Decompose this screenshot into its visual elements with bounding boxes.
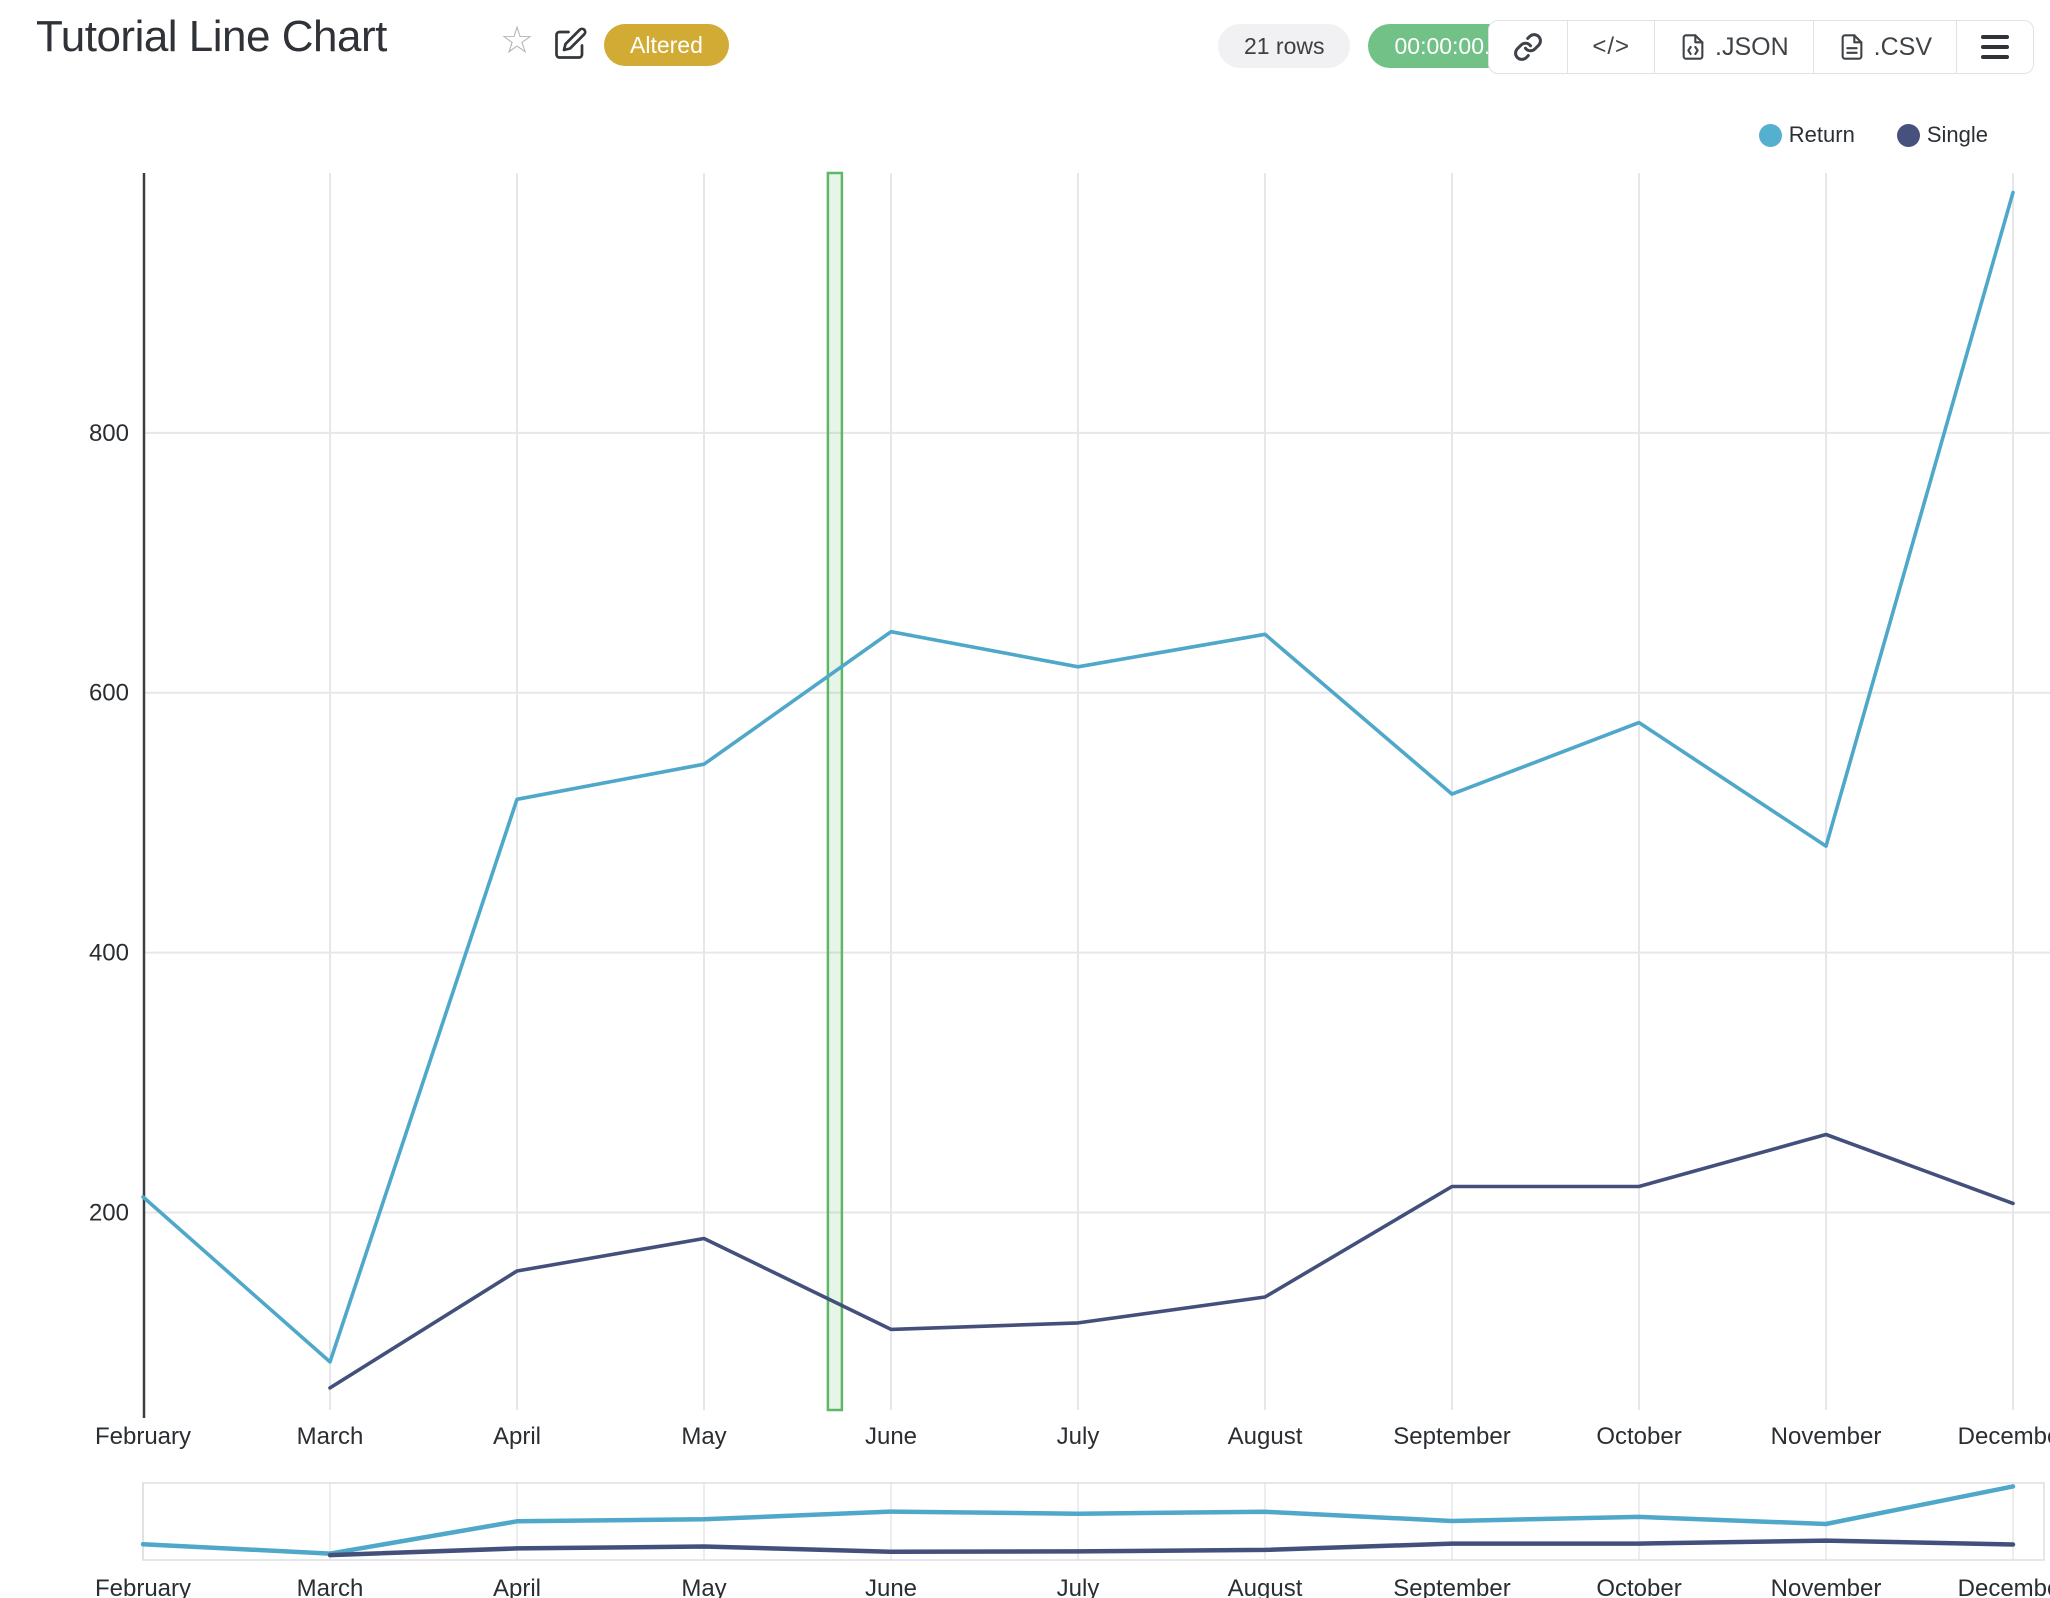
csv-file-icon [1841, 34, 1863, 60]
x-tick-label: July [1057, 1423, 1100, 1450]
y-tick-label: 600 [89, 680, 129, 707]
single-series-dot [1896, 123, 1920, 147]
header: Tutorial Line Chart ☆ Altered 21 rows 00… [0, 0, 2050, 92]
x-tick-label: April [493, 1423, 541, 1450]
legend-item-return[interactable]: Return [1758, 122, 1855, 148]
download-csv-label: .CSV [1873, 32, 1932, 61]
mini-x-tick-label: November [1771, 1575, 1882, 1598]
link-button[interactable] [1489, 21, 1569, 73]
hamburger-icon [1981, 35, 2009, 59]
altered-badge: Altered [604, 24, 729, 66]
x-tick-label: October [1596, 1423, 1681, 1450]
link-icon [1514, 33, 1543, 61]
x-tick-label: August [1228, 1423, 1303, 1450]
return-series-label: Return [1788, 122, 1855, 147]
export-toolbar: </> .JSON .CSV [1488, 20, 2034, 74]
json-file-icon [1682, 34, 1704, 60]
mini-x-tick-label: December [1958, 1575, 2050, 1598]
favorite-star-icon[interactable]: ☆ [500, 20, 535, 62]
mini-x-tick-label: October [1596, 1575, 1681, 1598]
return-series-dot [1758, 123, 1782, 147]
mini-x-tick-label: June [865, 1575, 917, 1598]
mini-x-tick-label: September [1393, 1575, 1510, 1598]
legend-item-single[interactable]: Single [1896, 122, 1988, 148]
x-tick-label: February [95, 1423, 191, 1450]
code-icon: </> [1592, 33, 1631, 60]
x-tick-label: September [1393, 1423, 1510, 1450]
y-tick-label: 400 [89, 940, 129, 967]
download-json-label: .JSON [1715, 32, 1789, 61]
mini-x-tick-label: February [95, 1575, 191, 1598]
y-tick-label: 800 [89, 420, 129, 447]
highlight-band [826, 171, 844, 1412]
edit-icon[interactable] [552, 26, 588, 62]
download-json-button[interactable]: .JSON [1655, 21, 1814, 73]
mini-x-tick-label: August [1228, 1575, 1303, 1598]
single-series-label: Single [1926, 122, 1988, 147]
mini-x-tick-label: May [681, 1575, 726, 1598]
mini-x-tick-label: April [493, 1575, 541, 1598]
x-tick-label: March [297, 1423, 364, 1450]
embed-button[interactable]: </> [1568, 21, 1656, 73]
more-menu-button[interactable] [1957, 21, 2033, 73]
chart-legend: Return Single [1758, 122, 1988, 148]
y-tick-label: 200 [89, 1199, 129, 1226]
rangeslider-frame[interactable] [142, 1482, 2045, 1561]
series-line-single[interactable] [328, 1132, 2015, 1390]
x-tick-label: June [865, 1423, 917, 1450]
x-tick-label: November [1771, 1423, 1882, 1450]
mini-x-tick-label: March [297, 1575, 364, 1598]
x-tick-label: December [1958, 1423, 2050, 1450]
mini-x-tick-label: July [1057, 1575, 1100, 1598]
series-line-return[interactable] [141, 190, 2015, 1364]
x-tick-label: May [681, 1423, 726, 1450]
rangeslider-line-return [140, 1484, 2016, 1556]
rangeslider-line-single [327, 1538, 2016, 1558]
download-csv-button[interactable]: .CSV [1813, 21, 1957, 73]
row-count-badge: 21 rows [1217, 24, 1351, 68]
page-title: Tutorial Line Chart [36, 12, 387, 61]
